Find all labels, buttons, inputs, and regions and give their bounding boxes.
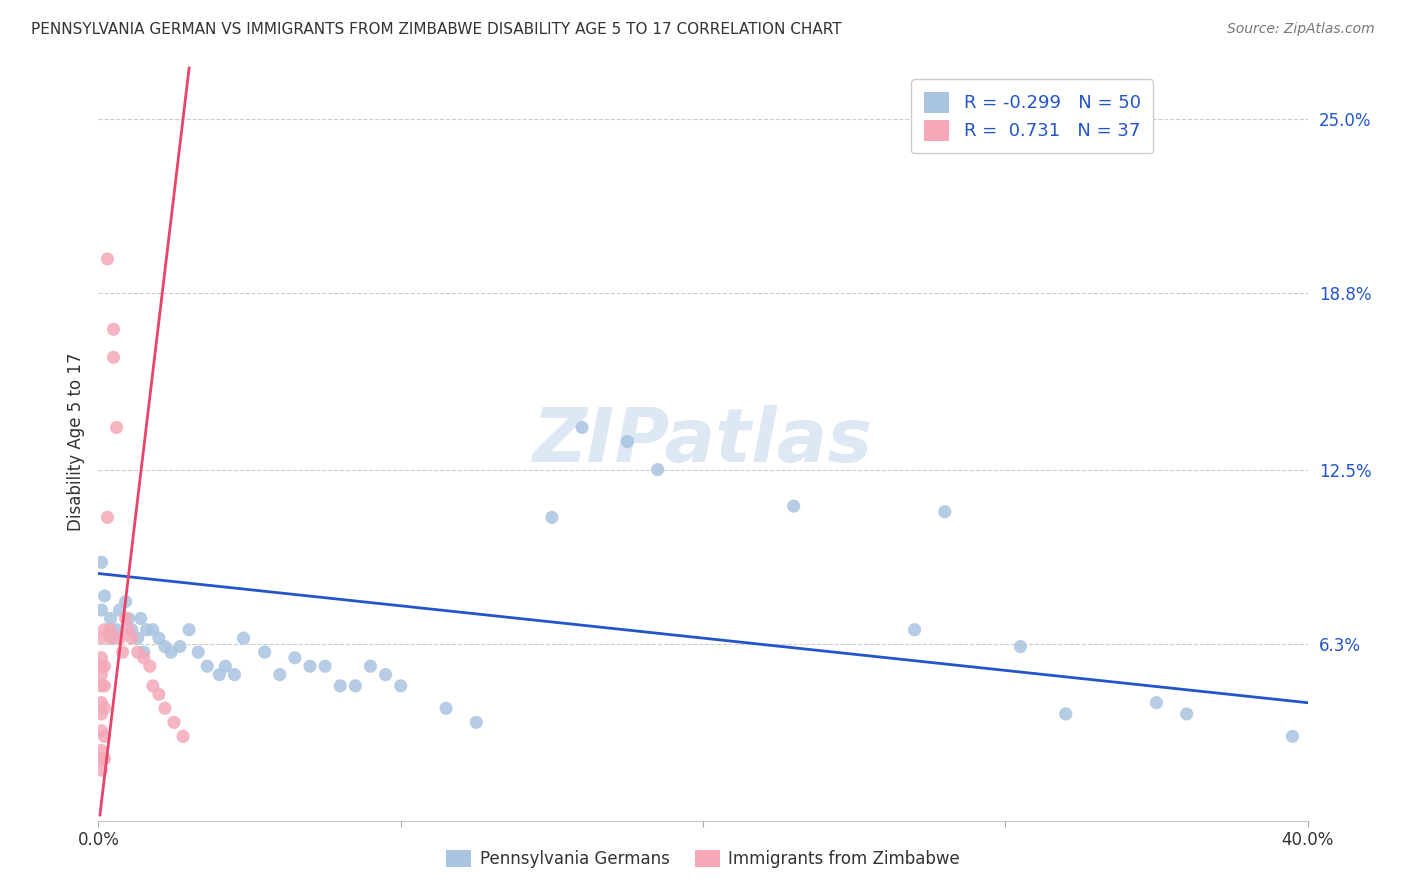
Point <box>105 623 128 637</box>
Point <box>434 701 457 715</box>
Point <box>103 322 125 336</box>
Point <box>93 589 115 603</box>
Point <box>224 667 246 681</box>
Point <box>100 611 122 625</box>
Point <box>160 645 183 659</box>
Point <box>90 631 112 645</box>
Point <box>132 645 155 659</box>
Point <box>374 667 396 681</box>
Point <box>284 650 307 665</box>
Point <box>103 631 125 645</box>
Point <box>187 645 209 659</box>
Point <box>389 679 412 693</box>
Point <box>108 631 131 645</box>
Point <box>90 752 112 766</box>
Point <box>571 420 593 434</box>
Point <box>142 679 165 693</box>
Point <box>93 623 115 637</box>
Point <box>465 715 488 730</box>
Point <box>90 706 112 721</box>
Point <box>100 623 122 637</box>
Point <box>540 510 562 524</box>
Point <box>299 659 322 673</box>
Point <box>93 730 115 744</box>
Y-axis label: Disability Age 5 to 17: Disability Age 5 to 17 <box>66 352 84 531</box>
Point <box>90 679 112 693</box>
Point <box>904 623 927 637</box>
Point <box>360 659 382 673</box>
Point <box>90 696 112 710</box>
Point <box>90 667 112 681</box>
Point <box>127 631 149 645</box>
Point <box>103 351 125 365</box>
Point <box>139 659 162 673</box>
Point <box>179 623 201 637</box>
Point <box>90 555 112 569</box>
Point <box>93 679 115 693</box>
Legend: R = -0.299   N = 50, R =  0.731   N = 37: R = -0.299 N = 50, R = 0.731 N = 37 <box>911 79 1153 153</box>
Point <box>253 645 276 659</box>
Point <box>208 667 231 681</box>
Point <box>90 650 112 665</box>
Point <box>121 623 143 637</box>
Point <box>118 623 141 637</box>
Point <box>1054 706 1077 721</box>
Legend: Pennsylvania Germans, Immigrants from Zimbabwe: Pennsylvania Germans, Immigrants from Zi… <box>440 843 966 875</box>
Point <box>1144 696 1167 710</box>
Point <box>329 679 352 693</box>
Point <box>344 679 367 693</box>
Point <box>114 611 136 625</box>
Point <box>129 611 152 625</box>
Point <box>118 611 141 625</box>
Point <box>108 603 131 617</box>
Point <box>148 687 170 701</box>
Point <box>153 640 176 654</box>
Point <box>195 659 218 673</box>
Point <box>127 645 149 659</box>
Point <box>232 631 254 645</box>
Point <box>105 420 128 434</box>
Point <box>647 462 669 476</box>
Point <box>153 701 176 715</box>
Point <box>934 505 956 519</box>
Point <box>163 715 186 730</box>
Point <box>269 667 291 681</box>
Point <box>90 763 112 777</box>
Point <box>96 252 118 266</box>
Point <box>90 659 112 673</box>
Text: PENNSYLVANIA GERMAN VS IMMIGRANTS FROM ZIMBABWE DISABILITY AGE 5 TO 17 CORRELATI: PENNSYLVANIA GERMAN VS IMMIGRANTS FROM Z… <box>31 22 842 37</box>
Point <box>93 659 115 673</box>
Point <box>90 743 112 757</box>
Point <box>114 594 136 608</box>
Point <box>100 631 122 645</box>
Point <box>169 640 191 654</box>
Point <box>172 730 194 744</box>
Point <box>783 499 806 513</box>
Point <box>214 659 236 673</box>
Point <box>1010 640 1032 654</box>
Point <box>132 650 155 665</box>
Point <box>314 659 336 673</box>
Point <box>1281 730 1303 744</box>
Point <box>135 623 157 637</box>
Point <box>111 645 134 659</box>
Text: ZIPatlas: ZIPatlas <box>533 405 873 478</box>
Point <box>142 623 165 637</box>
Point <box>148 631 170 645</box>
Point <box>93 752 115 766</box>
Point <box>90 603 112 617</box>
Point <box>616 434 638 449</box>
Point <box>96 510 118 524</box>
Text: Source: ZipAtlas.com: Source: ZipAtlas.com <box>1227 22 1375 37</box>
Point <box>93 701 115 715</box>
Point <box>90 723 112 738</box>
Point <box>1175 706 1198 721</box>
Point <box>121 631 143 645</box>
